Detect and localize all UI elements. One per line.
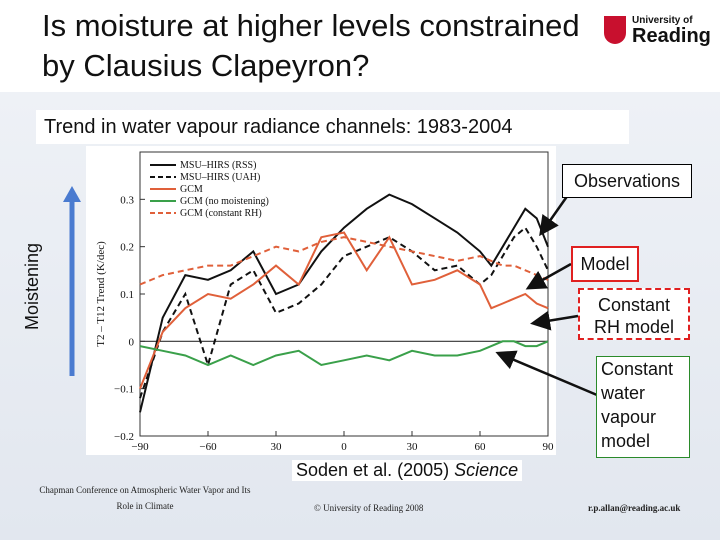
crest-icon [604,16,626,44]
footer-copyright: © University of Reading 2008 [314,503,424,513]
moistening-label: Moistening [22,242,42,330]
constant-wv-line4: model [601,431,651,451]
trend-chart: −90 −60 30 0 30 60 90 −0.2 −0.1 0 0.1 0.2 0.3 T2 – T1… [95,151,555,453]
legend-label-0: MSU–HIRS (RSS) [180,160,256,171]
x-tick-label: 60 [475,441,487,453]
footer-left-line2: Role in Climate [116,501,174,511]
series-line-3 [139,340,549,367]
constant-wv-line2: water [601,383,646,403]
legend-label-2: GCM [180,184,203,195]
series-line-1 [139,226,549,399]
y-tick-label: 0.2 [120,242,134,254]
constant-wv-callout: Constant water vapour model [596,356,690,458]
series-line-4 [139,236,549,286]
citation-journal: Science [454,460,519,480]
legend-label-1: MSU–HIRS (UAH) [180,172,260,183]
footer-left-line1: Chapman Conference on Atmospheric Water … [39,485,251,495]
x-tick-label: −90 [131,441,149,453]
x-tick-label: 30 [407,441,419,453]
y-axis-label: T2 – T12 Trend (K/dec) [95,241,107,347]
footer-conference: Chapman Conference on Atmospheric Water … [20,485,270,511]
university-logo: University of Reading [604,14,711,50]
constant-wv-line3: vapour [601,407,657,427]
chart-panel: −90 −60 30 0 30 60 90 −0.2 −0.1 0 0.1 0.2 0.3 T2 – T1… [86,146,556,455]
series-line-2 [139,231,549,390]
y-tick-label: 0.1 [120,289,134,301]
slide-title: Is moisture at higher levels constrained… [42,8,580,83]
constant-rh-line1: Constant [597,295,671,315]
constant-wv-line1: Constant [601,359,674,379]
legend-label-3: GCM (no moistening) [180,196,269,207]
citation: Soden et al. (2005) Science [292,460,523,481]
x-tick-label: 0 [341,441,347,453]
y-tick-label: −0.1 [114,384,134,396]
model-callout: Model [571,246,639,282]
x-tick-label: 30 [271,441,283,453]
citation-authors: Soden et al. (2005) [296,460,455,480]
x-tick-label: −60 [199,441,217,453]
logo-line2: Reading [632,25,711,47]
moistening-arrow-icon [63,186,81,376]
legend-label-4: GCM (constant RH) [180,208,262,219]
y-tick-label: 0.3 [120,194,134,206]
x-tick-label: 90 [543,441,555,453]
y-tick-label: 0 [129,336,135,348]
constant-rh-callout: Constant RH model [578,288,690,340]
footer-email: r.p.allan@reading.ac.uk [588,503,681,513]
y-tick-label: −0.2 [114,431,134,443]
series-line-0 [139,193,549,413]
constant-rh-line2: RH model [593,317,675,337]
observations-callout: Observations [562,164,692,198]
logo-line1: University of [632,15,693,26]
chart-subtitle: Trend in water vapour radiance channels:… [36,110,629,144]
